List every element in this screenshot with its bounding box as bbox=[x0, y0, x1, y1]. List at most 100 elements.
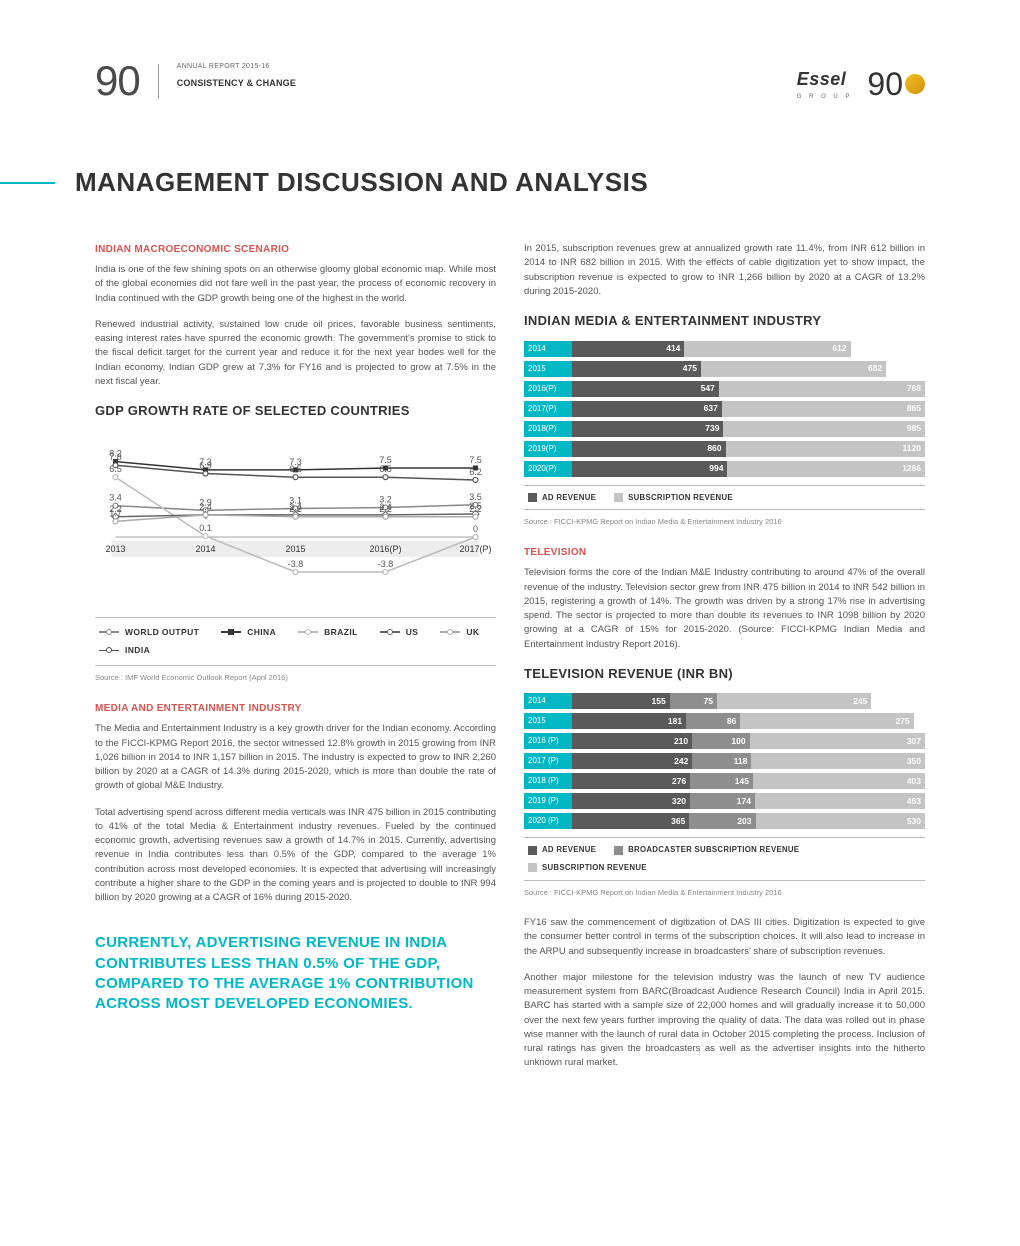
legend-item: SUBSCRIPTION REVENUE bbox=[528, 862, 647, 874]
legend-label: SUBSCRIPTION REVENUE bbox=[628, 492, 733, 504]
bar-seg-sub: 682 bbox=[701, 361, 886, 377]
page-header: 90 ANNUAL REPORT 2015-16 CONSISTENCY & C… bbox=[95, 60, 925, 108]
bar-row: 2016 (P) 210 100 307 bbox=[524, 733, 925, 749]
svg-text:2.2: 2.2 bbox=[469, 503, 482, 513]
gdp-chart-canvas: 2013201420152016(P)2017(P)8.27.86.53.42.… bbox=[95, 431, 496, 611]
gdp-chart-source: Source : IMF World Economic Outlook Repo… bbox=[95, 672, 496, 683]
bar-track: 365 203 530 bbox=[572, 813, 925, 829]
legend-item: SUBSCRIPTION REVENUE bbox=[614, 492, 733, 504]
svg-text:2.4: 2.4 bbox=[199, 501, 212, 511]
title-accent-bar bbox=[0, 182, 55, 184]
bar-seg-ad: 181 bbox=[572, 713, 686, 729]
bar-seg-ad: 320 bbox=[572, 793, 690, 809]
legend-item: AD REVENUE bbox=[528, 844, 596, 856]
essel-logo: Essel G R O U P bbox=[797, 66, 853, 102]
bar-row: 2020(P) 994 1266 bbox=[524, 461, 925, 477]
legend-item: INDIA bbox=[99, 644, 150, 657]
anniversary-badge-icon bbox=[905, 74, 925, 94]
legend-label: SUBSCRIPTION REVENUE bbox=[542, 862, 647, 874]
svg-text:6.5: 6.5 bbox=[109, 464, 122, 474]
header-left: 90 ANNUAL REPORT 2015-16 CONSISTENCY & C… bbox=[95, 60, 296, 102]
ime-chart-source: Source : FICCI-KPMG Report on Indian Med… bbox=[524, 516, 925, 527]
bar-row: 2014 414 612 bbox=[524, 341, 925, 357]
gdp-line-chart: 2013201420152016(P)2017(P)8.27.86.53.42.… bbox=[95, 431, 496, 684]
bar-track: 860 1120 bbox=[572, 441, 925, 457]
swatch-icon bbox=[614, 493, 623, 502]
bar-row: 2018 (P) 276 145 403 bbox=[524, 773, 925, 789]
bar-year-label: 2016 (P) bbox=[524, 733, 572, 749]
legend-item: BRAZIL bbox=[298, 626, 358, 639]
callout-text: CURRENTLY, ADVERTISING REVENUE IN INDIA … bbox=[95, 933, 496, 1014]
page-number: 90 bbox=[95, 60, 140, 102]
bar-track: 739 985 bbox=[572, 421, 925, 437]
bar-seg-bsub: 75 bbox=[670, 693, 717, 709]
bar-seg-ad: 414 bbox=[572, 341, 684, 357]
column-right: In 2015, subscription revenues grew at a… bbox=[524, 242, 925, 1083]
essel-logo-sub: G R O U P bbox=[797, 93, 853, 102]
bar-row: 2015 181 86 275 bbox=[524, 713, 925, 729]
header-right: Essel G R O U P 90 bbox=[797, 60, 925, 108]
bar-year-label: 2017 (P) bbox=[524, 753, 572, 769]
bar-track: 994 1266 bbox=[572, 461, 925, 477]
svg-text:7.8: 7.8 bbox=[109, 452, 122, 462]
svg-text:0.1: 0.1 bbox=[199, 523, 212, 533]
legend-label: BROADCASTER SUBSCRIPTION REVENUE bbox=[628, 844, 799, 856]
heading-macro: INDIAN MACROECONOMIC SCENARIO bbox=[95, 242, 496, 257]
consistency-change-label: CONSISTENCY & CHANGE bbox=[177, 77, 296, 91]
bar-row: 2017(P) 637 865 bbox=[524, 401, 925, 417]
bar-seg-ad: 994 bbox=[572, 461, 727, 477]
anniversary-logo: 90 bbox=[867, 60, 925, 108]
anniversary-number: 90 bbox=[867, 60, 903, 108]
bar-seg-ad: 276 bbox=[572, 773, 690, 789]
bar-seg-bsub: 203 bbox=[689, 813, 755, 829]
heading-gdp-chart: GDP GROWTH RATE OF SELECTED COUNTRIES bbox=[95, 401, 496, 421]
heading-tv-revenue: TELEVISION REVENUE (INR BN) bbox=[524, 664, 925, 684]
legend-item: CHINA bbox=[221, 626, 276, 639]
para-trail-2: Another major milestone for the televisi… bbox=[524, 971, 925, 1071]
svg-text:2013: 2013 bbox=[105, 544, 125, 554]
header-subtitle-group: ANNUAL REPORT 2015-16 CONSISTENCY & CHAN… bbox=[177, 60, 296, 90]
legend-label: UK bbox=[466, 626, 479, 639]
svg-text:6.2: 6.2 bbox=[469, 466, 482, 476]
bar-seg-bsub: 100 bbox=[692, 733, 749, 749]
bar-seg-ad: 242 bbox=[572, 753, 692, 769]
legend-line-icon bbox=[380, 631, 400, 633]
bar-seg-sub: 403 bbox=[753, 773, 925, 789]
legend-label: WORLD OUTPUT bbox=[125, 626, 199, 639]
bar-seg-bsub: 86 bbox=[686, 713, 740, 729]
svg-text:2016(P): 2016(P) bbox=[369, 544, 401, 554]
bar-row: 2020 (P) 365 203 530 bbox=[524, 813, 925, 829]
svg-text:2017(P): 2017(P) bbox=[459, 544, 491, 554]
bar-seg-sub: 350 bbox=[751, 753, 925, 769]
legend-label: AD REVENUE bbox=[542, 844, 596, 856]
bar-seg-ad: 637 bbox=[572, 401, 722, 417]
bar-year-label: 2018 (P) bbox=[524, 773, 572, 789]
legend-line-icon bbox=[99, 631, 119, 633]
bar-seg-ad: 210 bbox=[572, 733, 692, 749]
bar-track: 637 865 bbox=[572, 401, 925, 417]
svg-text:2014: 2014 bbox=[195, 544, 215, 554]
bar-seg-sub: 1120 bbox=[726, 441, 926, 457]
legend-item: UK bbox=[440, 626, 479, 639]
legend-line-icon bbox=[99, 650, 119, 652]
tv-revenue-legend: AD REVENUE BROADCASTER SUBSCRIPTION REVE… bbox=[524, 837, 925, 880]
bar-seg-sub: 530 bbox=[756, 813, 926, 829]
bar-seg-ad: 365 bbox=[572, 813, 689, 829]
svg-text:1.7: 1.7 bbox=[109, 508, 122, 518]
bar-row: 2015 475 682 bbox=[524, 361, 925, 377]
swatch-icon bbox=[614, 846, 623, 855]
legend-label: US bbox=[406, 626, 419, 639]
svg-text:6.5: 6.5 bbox=[289, 464, 302, 474]
bar-row: 2014 155 75 245 bbox=[524, 693, 925, 709]
bar-year-label: 2018(P) bbox=[524, 421, 572, 437]
bar-year-label: 2020(P) bbox=[524, 461, 572, 477]
bar-track: 547 768 bbox=[572, 381, 925, 397]
swatch-icon bbox=[528, 846, 537, 855]
heading-me-industry: MEDIA AND ENTERTAINMENT INDUSTRY bbox=[95, 701, 496, 716]
bar-year-label: 2019(P) bbox=[524, 441, 572, 457]
para-macro-2: Renewed industrial activity, sustained l… bbox=[95, 318, 496, 389]
content-columns: INDIAN MACROECONOMIC SCENARIO India is o… bbox=[95, 242, 925, 1083]
bar-year-label: 2016(P) bbox=[524, 381, 572, 397]
bar-row: 2018(P) 739 985 bbox=[524, 421, 925, 437]
bar-seg-sub: 612 bbox=[684, 341, 850, 357]
